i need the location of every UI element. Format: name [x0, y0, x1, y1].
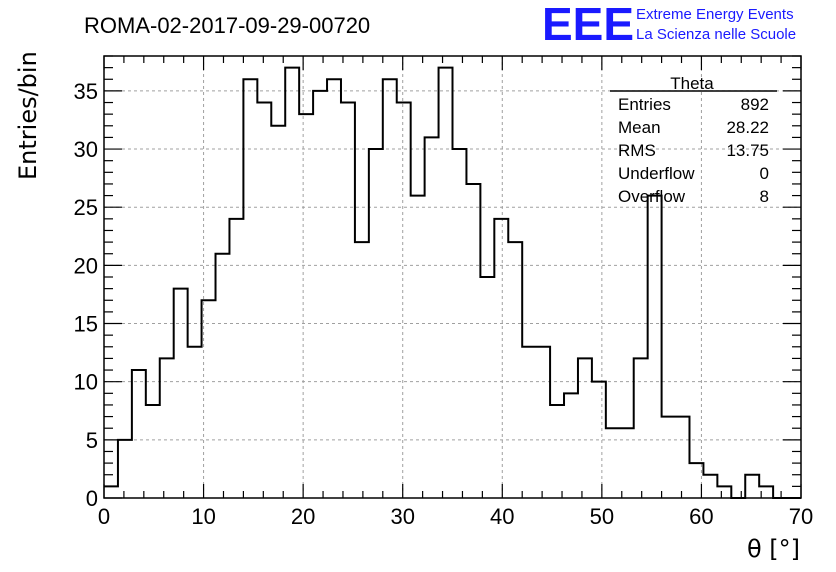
- logo-line2: La Scienza nelle Scuole: [636, 26, 796, 43]
- stats-label: Mean: [618, 118, 661, 137]
- histogram-line: [104, 66, 801, 499]
- axis-ticks: [103, 55, 802, 499]
- stats-value: 892: [741, 95, 769, 114]
- y-tick-label: 0: [86, 486, 98, 511]
- y-tick-label: 20: [74, 253, 98, 278]
- x-tick-label: 30: [390, 504, 414, 529]
- histogram-series: [104, 66, 801, 499]
- y-tick-label: 30: [74, 137, 98, 162]
- stats-rows: Entries 892 Mean 28.22 RMS 13.75 Underflow 0 Ove…: [618, 95, 769, 206]
- x-tick-label: 40: [490, 504, 514, 529]
- y-tick-label: 5: [86, 428, 98, 453]
- chart-title: ROMA-02-2017-09-29-00720: [84, 13, 370, 38]
- x-axis-title: θ [°]: [747, 535, 800, 563]
- stats-label: Underflow: [618, 164, 695, 183]
- stats-label: Entries: [618, 95, 671, 114]
- x-tick-label: 10: [191, 504, 215, 529]
- stats-name: Theta: [670, 74, 714, 93]
- x-tick-label: 20: [291, 504, 315, 529]
- y-tick-label: 25: [74, 195, 98, 220]
- stats-value: 0: [760, 164, 769, 183]
- stats-value: 13.75: [726, 141, 769, 160]
- y-tick-label: 10: [74, 370, 98, 395]
- x-tick-label: 60: [689, 504, 713, 529]
- x-tick-label: 70: [789, 504, 813, 529]
- stats-label: RMS: [618, 141, 656, 160]
- tick-labels: 0 10 20 30 40 50 60 70 0 5 10 15 20 25 30 35: [74, 79, 814, 529]
- stats-label: Overflow: [618, 187, 686, 206]
- y-tick-label: 35: [74, 79, 98, 104]
- x-tick-label: 50: [590, 504, 614, 529]
- y-axis-title: Entries/bin: [14, 51, 42, 180]
- x-tick-label: 0: [98, 504, 110, 529]
- stats-value: 28.22: [726, 118, 769, 137]
- stats-box: Theta Entries 892 Mean 28.22 RMS 13.75 Underfl…: [610, 74, 777, 206]
- logo-line1: Extreme Energy Events: [636, 6, 794, 23]
- y-tick-label: 15: [74, 312, 98, 337]
- eee-logo: EEE Extreme Energy Events La Scienza nel…: [542, 0, 796, 50]
- logo-mark: EEE: [542, 0, 634, 50]
- stats-value: 8: [760, 187, 769, 206]
